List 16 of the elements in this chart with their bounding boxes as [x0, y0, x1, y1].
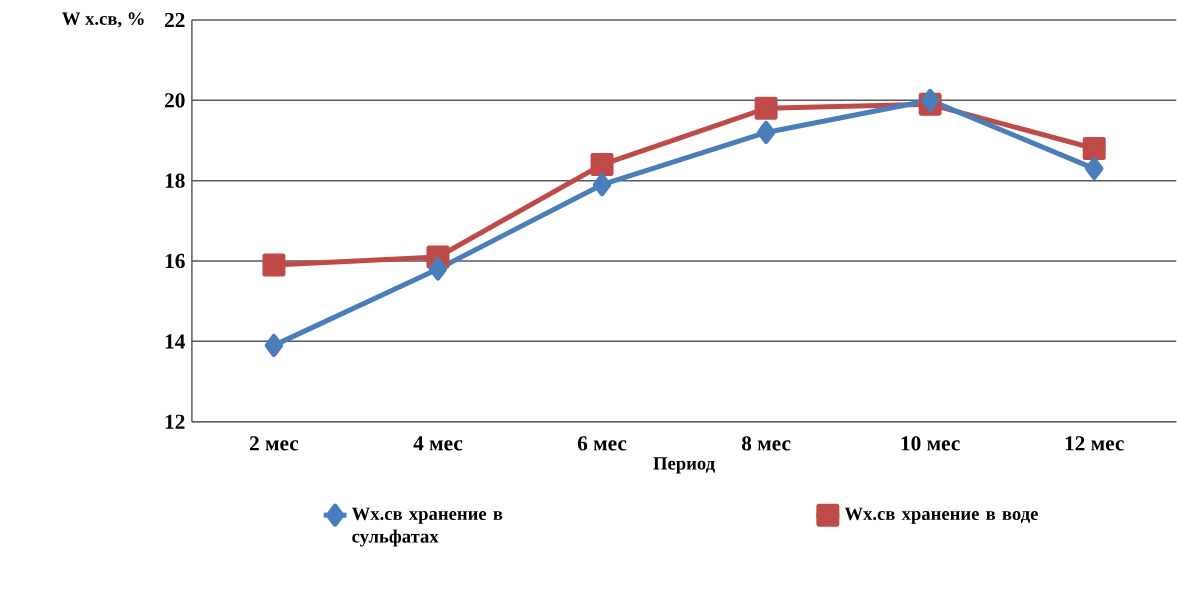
legend-label: Wx.св хранение в сульфатах: [351, 507, 503, 547]
x-tick-label: 2 мес: [249, 436, 299, 451]
x-tick-label: 8 мес: [741, 436, 791, 451]
x-tick-label: 12 мес: [1065, 436, 1124, 451]
x-tick-label: 10 мес: [901, 436, 960, 451]
legend-label: Wx.св хранение в воде: [844, 507, 1038, 525]
y-tick-label: 14: [165, 334, 186, 349]
x-tick-label: 4 мес: [413, 436, 463, 451]
y-tick-label: 20: [164, 93, 185, 108]
y-tick-label: 12: [165, 414, 185, 429]
y-tick-label: 16: [165, 254, 185, 269]
y-tick-label: 22: [164, 13, 185, 28]
y-axis-title: W х.св, %: [62, 12, 144, 28]
x-axis-title: Период: [653, 457, 715, 474]
y-tick-label: 18: [165, 173, 185, 189]
x-tick-label: 6 мес: [577, 436, 627, 451]
